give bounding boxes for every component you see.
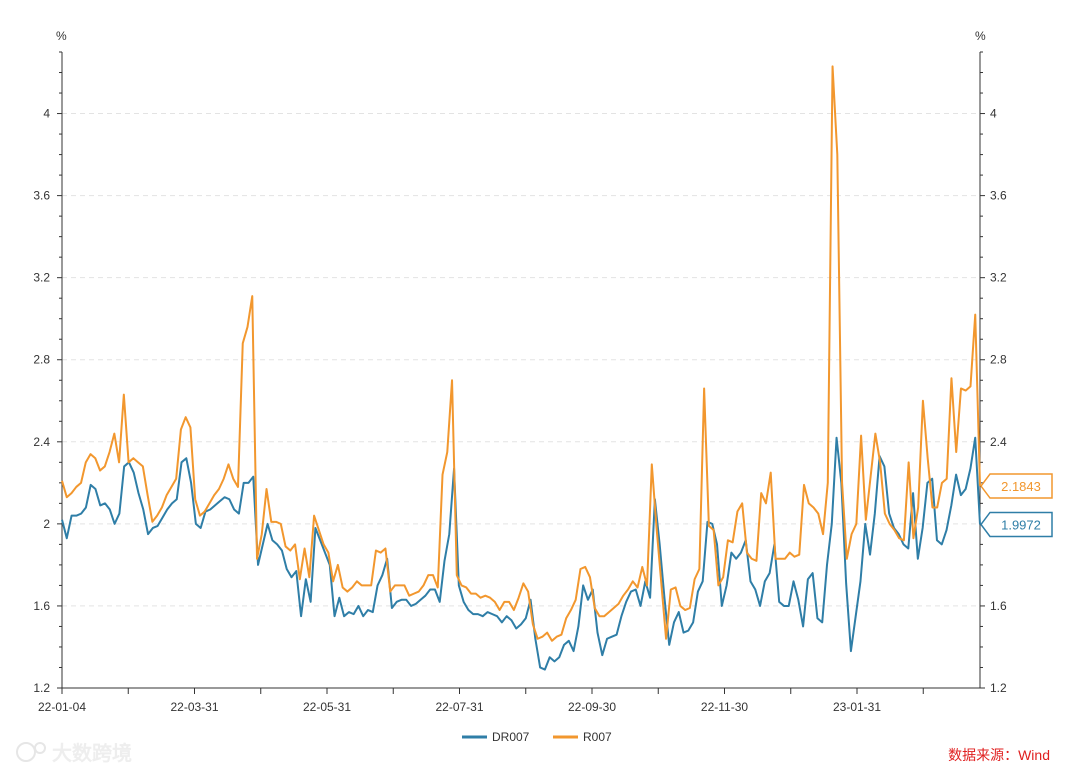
series-line-r007 — [61, 65, 981, 642]
x-tick-label: 23-01-31 — [833, 700, 881, 714]
legend-label-r007: R007 — [583, 730, 612, 744]
watermark-logo-icon-dot — [34, 742, 46, 754]
legend-label-dr007: DR007 — [492, 730, 530, 744]
badge-frame — [980, 511, 1053, 538]
last-value-badges: 1.9972 2.1843 — [980, 473, 1053, 538]
legend[interactable]: DR007 R007 — [462, 730, 612, 744]
series-line-dr007 — [61, 436, 981, 671]
legend-item-dr007[interactable]: DR007 — [462, 730, 530, 744]
last-value-badge-dr007: 1.9972 — [980, 511, 1053, 538]
right-y-tick-label: 1.6 — [990, 599, 1007, 613]
badge-value: 2.1843 — [1001, 479, 1041, 494]
left-y-tick-label: 2.4 — [33, 435, 50, 449]
gridlines — [62, 113, 980, 607]
left-y-tick-label: 3.2 — [33, 271, 50, 285]
watermark-text: 大数跨境 — [52, 741, 132, 765]
right-y-tick-label: 4 — [990, 107, 997, 121]
x-tick-label: 22-09-30 — [568, 700, 616, 714]
axes: % % 1.21.21.61.6222.42.42.82.83.23.23.63… — [33, 29, 1007, 714]
right-y-tick-label: 3.6 — [990, 189, 1007, 203]
right-y-tick-label: 2.8 — [990, 353, 1007, 367]
badge-frame — [980, 473, 1053, 499]
last-value-badge-r007: 2.1843 — [980, 473, 1053, 499]
left-y-tick-label: 2 — [43, 517, 50, 531]
series-lines — [61, 65, 981, 671]
left-y-tick-label: 1.6 — [33, 599, 50, 613]
watermark-logo-icon — [16, 742, 36, 762]
right-y-tick-label: 3.2 — [990, 271, 1007, 285]
left-y-tick-label: 4 — [43, 107, 50, 121]
x-tick-label: 22-11-30 — [701, 700, 748, 714]
right-y-tick-label: 2.4 — [990, 435, 1007, 449]
legend-item-r007[interactable]: R007 — [553, 730, 612, 744]
watermark-logo: 大数跨境 — [16, 741, 132, 765]
right-y-tick-label: 1.2 — [990, 681, 1007, 695]
right-y-unit-label: % — [975, 29, 986, 43]
x-tick-label: 22-07-31 — [435, 700, 483, 714]
x-tick-label: 22-05-31 — [303, 700, 351, 714]
badge-value: 1.9972 — [1001, 517, 1041, 532]
left-y-unit-label: % — [56, 29, 67, 43]
x-tick-label: 22-01-04 — [38, 700, 86, 714]
left-y-tick-label: 2.8 — [33, 353, 50, 367]
left-y-tick-label: 1.2 — [33, 681, 50, 695]
x-tick-label: 22-03-31 — [170, 700, 218, 714]
data-source-label: 数据来源：Wind — [948, 747, 1050, 763]
left-y-tick-label: 3.6 — [33, 189, 50, 203]
